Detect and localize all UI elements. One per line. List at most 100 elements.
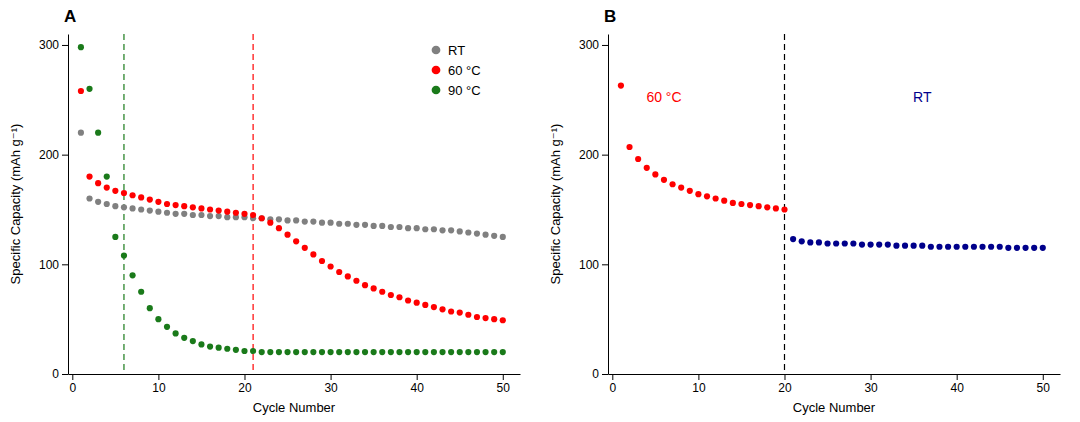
tick: 20 bbox=[238, 374, 252, 395]
tick-mark bbox=[602, 374, 608, 375]
plot-area: 010203040500100200300RT60 °C90 °C bbox=[39, 34, 521, 395]
point bbox=[233, 347, 239, 353]
marks bbox=[618, 34, 1046, 374]
point bbox=[816, 239, 822, 245]
point bbox=[457, 349, 463, 355]
point bbox=[198, 205, 204, 211]
point bbox=[328, 263, 334, 269]
tick-label: 0 bbox=[609, 381, 616, 395]
point bbox=[371, 223, 377, 229]
point bbox=[216, 213, 222, 219]
point bbox=[310, 218, 316, 224]
series bbox=[78, 130, 506, 240]
point bbox=[448, 349, 454, 355]
point bbox=[652, 171, 658, 177]
axis-line bbox=[608, 35, 609, 375]
point bbox=[439, 227, 445, 233]
point bbox=[885, 241, 891, 247]
point bbox=[276, 225, 282, 231]
point bbox=[859, 241, 865, 247]
panel: 01020304050010020030060 °CRTBCycle Numbe… bbox=[548, 7, 1061, 415]
tick-mark bbox=[602, 264, 608, 265]
tick-label: 0 bbox=[69, 381, 76, 395]
point bbox=[414, 300, 420, 306]
point bbox=[979, 244, 985, 250]
point bbox=[431, 226, 437, 232]
point bbox=[259, 215, 265, 221]
point bbox=[310, 251, 316, 257]
point bbox=[293, 238, 299, 244]
point bbox=[310, 349, 316, 355]
point bbox=[388, 349, 394, 355]
tick-mark bbox=[62, 264, 68, 265]
tick: 100 bbox=[579, 258, 608, 272]
point bbox=[962, 244, 968, 250]
tick-label: 200 bbox=[39, 148, 59, 162]
point bbox=[1022, 245, 1028, 251]
point bbox=[919, 243, 925, 249]
series bbox=[78, 44, 506, 355]
point bbox=[465, 349, 471, 355]
point bbox=[319, 220, 325, 226]
point bbox=[669, 181, 675, 187]
point bbox=[678, 184, 684, 190]
tick-mark bbox=[503, 374, 504, 380]
point bbox=[78, 44, 84, 50]
point bbox=[345, 273, 351, 279]
tick-mark bbox=[62, 374, 68, 375]
point bbox=[216, 207, 222, 213]
point bbox=[371, 285, 377, 291]
point bbox=[988, 244, 994, 250]
point bbox=[945, 244, 951, 250]
tick-mark bbox=[602, 45, 608, 46]
point bbox=[414, 349, 420, 355]
point bbox=[336, 349, 342, 355]
tick-mark bbox=[158, 374, 159, 380]
point bbox=[457, 228, 463, 234]
series bbox=[790, 236, 1046, 251]
point bbox=[1040, 245, 1046, 251]
point bbox=[207, 213, 213, 219]
point bbox=[379, 223, 385, 229]
point bbox=[95, 180, 101, 186]
tick: 50 bbox=[497, 374, 511, 395]
legend-item: 60 °C bbox=[432, 63, 481, 78]
point bbox=[448, 227, 454, 233]
point bbox=[86, 173, 92, 179]
point bbox=[121, 252, 127, 258]
point bbox=[465, 229, 471, 235]
tick-mark bbox=[417, 374, 418, 380]
tick-label: 0 bbox=[52, 367, 59, 381]
point bbox=[155, 209, 161, 215]
tick: 10 bbox=[152, 374, 166, 395]
tick-label: 40 bbox=[951, 381, 965, 395]
point bbox=[491, 316, 497, 322]
tick: 30 bbox=[864, 374, 878, 395]
point bbox=[78, 88, 84, 94]
tick-label: 30 bbox=[324, 381, 338, 395]
tick-label: 100 bbox=[579, 258, 599, 272]
point bbox=[997, 244, 1003, 250]
point bbox=[868, 241, 874, 247]
legend: RT60 °C90 °C bbox=[432, 43, 481, 98]
tick: 200 bbox=[39, 148, 68, 162]
point bbox=[687, 188, 693, 194]
series bbox=[618, 82, 788, 212]
point bbox=[190, 212, 196, 218]
reference-line bbox=[784, 34, 785, 374]
y-axis-title: Specific Capacity (mAh g⁻¹) bbox=[8, 124, 23, 285]
point bbox=[850, 240, 856, 246]
point bbox=[756, 203, 762, 209]
point bbox=[104, 184, 110, 190]
point bbox=[431, 349, 437, 355]
point bbox=[893, 243, 899, 249]
point bbox=[173, 211, 179, 217]
point bbox=[713, 195, 719, 201]
point bbox=[181, 203, 187, 209]
point bbox=[284, 232, 290, 238]
point bbox=[482, 315, 488, 321]
point bbox=[328, 349, 334, 355]
point bbox=[414, 225, 420, 231]
point bbox=[491, 233, 497, 239]
point bbox=[500, 349, 506, 355]
